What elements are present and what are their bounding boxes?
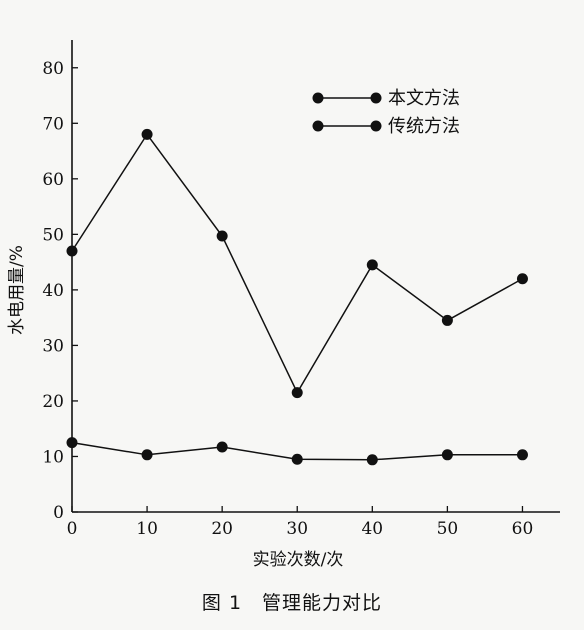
y-tick-label: 10 [42, 447, 64, 467]
data-point [66, 245, 78, 257]
y-tick-label: 80 [42, 59, 64, 79]
series-line [71, 133, 523, 395]
legend-marker [312, 92, 324, 104]
x-tick-label: 20 [211, 519, 233, 539]
y-tick-label: 0 [53, 503, 64, 523]
y-tick-label: 30 [42, 336, 64, 356]
y-tick-label: 50 [42, 225, 64, 245]
x-tick-label: 0 [67, 519, 78, 539]
data-point [441, 314, 453, 326]
data-point [291, 387, 303, 399]
legend-marker [312, 120, 324, 132]
y-axis-label: 水电用量/% [7, 245, 27, 335]
y-tick-label: 60 [42, 170, 64, 190]
series-group [66, 128, 528, 466]
data-point [216, 441, 228, 453]
y-tick-label: 70 [42, 114, 64, 134]
legend-label: 传统方法 [388, 116, 460, 137]
y-ticks: 0 10 20 30 40 50 60 70 80 [42, 59, 78, 523]
x-tick-label: 40 [361, 519, 383, 539]
data-point [366, 454, 378, 466]
data-point [141, 128, 153, 140]
data-point [141, 449, 153, 461]
data-point [516, 273, 528, 285]
x-tick-label: 30 [286, 519, 308, 539]
figure-caption: 图 1 管理能力对比 [201, 592, 383, 614]
data-point [441, 449, 453, 461]
y-tick-label: 40 [42, 281, 64, 301]
x-ticks: 0 10 20 30 40 50 60 [67, 506, 534, 539]
x-tick-label: 60 [512, 519, 534, 539]
x-axis-label: 实验次数/次 [253, 550, 344, 570]
legend-label: 本文方法 [388, 88, 460, 109]
data-point [516, 449, 528, 461]
axes [71, 40, 560, 513]
data-point [66, 437, 78, 449]
legend-marker [370, 92, 382, 104]
series-2 [66, 128, 528, 399]
data-point [366, 259, 378, 271]
legend-marker [370, 120, 382, 132]
data-point [291, 453, 303, 465]
x-tick-label: 10 [136, 519, 158, 539]
series-1 [66, 437, 528, 466]
x-tick-label: 50 [437, 519, 459, 539]
y-tick-label: 20 [42, 392, 64, 412]
line-chart: 0 10 20 30 40 50 60 70 80 0 10 20 30 40 50 60 本文方法传统方法… [7, 40, 560, 570]
data-point [216, 230, 228, 242]
